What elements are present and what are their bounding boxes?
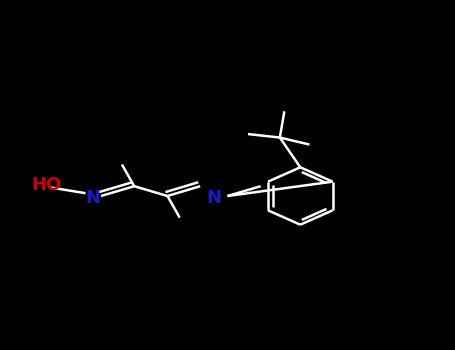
Text: N: N [86,189,101,207]
Text: HO: HO [32,176,62,195]
Text: N: N [207,189,221,207]
